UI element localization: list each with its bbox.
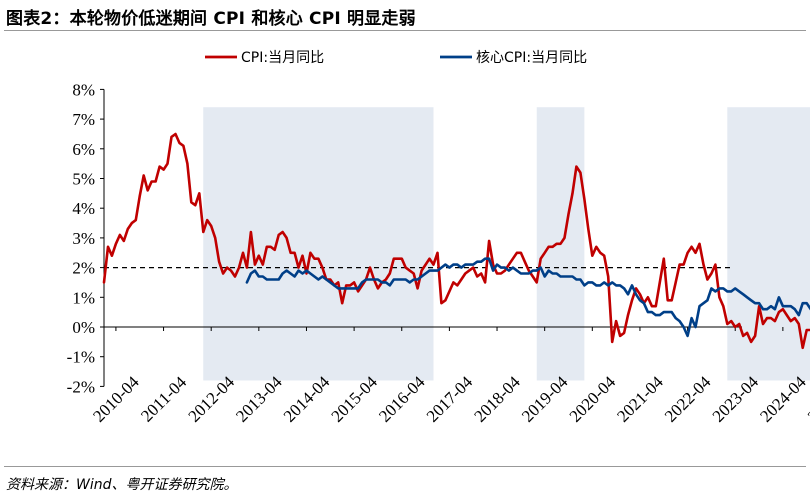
page-title: 图表2：本轮物价低迷期间 CPI 和核心 CPI 明显走弱 xyxy=(6,9,416,29)
x-tick-label: 2010-04 xyxy=(89,372,143,426)
shaded-period-1 xyxy=(203,107,434,381)
y-tick-label: 1% xyxy=(72,288,95,307)
source-note: 资料来源：Wind、粤开证券研究院。 xyxy=(6,477,238,493)
x-tick-label: 2022-04 xyxy=(661,372,715,426)
core-cpi-line xyxy=(245,257,810,338)
line-chart: -2%-1%0%1%2%3%4%5%6%7%8% 2010-042011-042… xyxy=(67,50,810,426)
y-tick-label: 8% xyxy=(72,80,95,99)
legend: CPI:当月同比 核心CPI:当月同比 xyxy=(205,50,587,66)
y-tick-label: -1% xyxy=(67,348,95,367)
cpi-line xyxy=(102,132,810,350)
y-tick-label: 6% xyxy=(72,140,95,159)
shaded-periods xyxy=(203,107,810,381)
shaded-period-3 xyxy=(727,107,810,381)
y-tick-label: 7% xyxy=(72,110,95,129)
x-tick-label: 2011-04 xyxy=(137,372,190,425)
y-tick-label: 5% xyxy=(72,170,95,189)
legend-label-cpi: CPI:当月同比 xyxy=(241,50,324,66)
series-lines xyxy=(102,132,810,350)
footer-divider xyxy=(4,466,806,467)
legend-label-core-cpi: 核心CPI:当月同比 xyxy=(476,50,587,66)
x-tick-label: 2018-04 xyxy=(470,372,524,426)
x-tick-label: 2021-04 xyxy=(613,372,667,426)
y-tick-label: 2% xyxy=(72,259,95,278)
y-tick-labels: -2% -1% 0% 1% 2% 3% 4% 5% 6% 7% 8% xyxy=(67,80,95,396)
x-tick-labels: 2010-042011-042012-042013-042014-042015-… xyxy=(89,372,810,426)
title-divider xyxy=(4,30,806,31)
y-tick-label: 3% xyxy=(72,229,95,248)
y-tick-label: 4% xyxy=(72,199,95,218)
y-tick-label: -2% xyxy=(67,377,95,396)
axes xyxy=(100,88,784,387)
y-tick-label: 0% xyxy=(72,318,95,337)
